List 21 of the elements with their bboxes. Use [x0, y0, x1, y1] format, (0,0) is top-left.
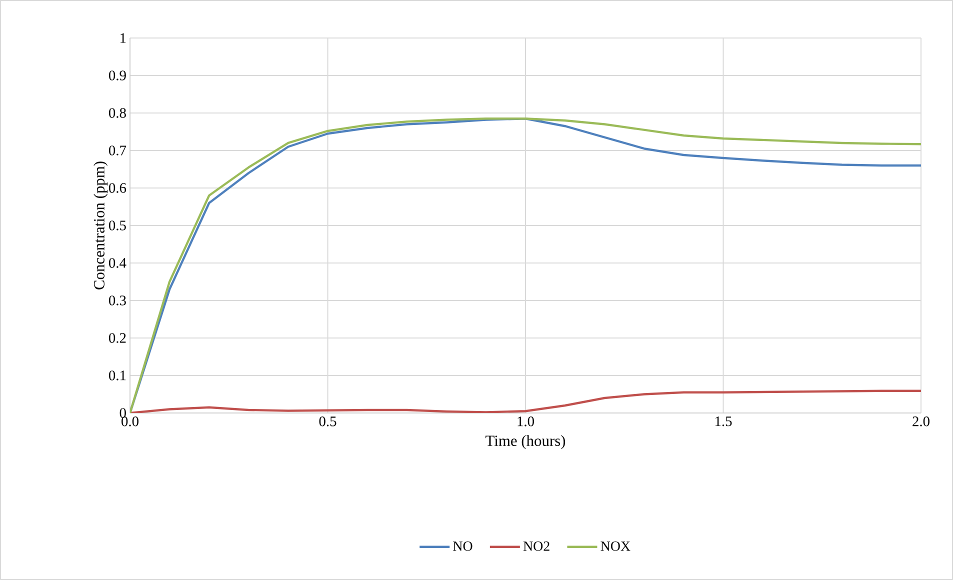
y-tick-label: 0.1: [108, 370, 126, 380]
x-tick-label: 0.5: [319, 416, 336, 426]
y-tick-label: 0.5: [108, 220, 126, 230]
x-tick-label: 1.0: [518, 416, 534, 426]
x-tick-label: 2.0: [912, 416, 930, 426]
y-tick-label: 0.2: [108, 333, 126, 343]
x-tick-label: 0.0: [122, 416, 138, 426]
y-tick-label: 1: [120, 33, 126, 43]
y-tick-label: 0.8: [108, 108, 126, 118]
y-tick-label: 0.9: [108, 70, 126, 80]
x-axis-title: Time (hours): [486, 435, 566, 450]
x-tick-label: 1.5: [715, 416, 732, 426]
y-tick-label: 0.4: [108, 258, 126, 268]
y-axis-title: Concentration (ppm): [94, 162, 108, 290]
y-tick-label: 0.7: [108, 146, 126, 156]
y-tick-label: 0.3: [108, 296, 126, 306]
legend-label: NOX: [600, 541, 630, 551]
legend-label: NO2: [523, 541, 550, 551]
y-tick-label: 0.6: [108, 183, 126, 193]
y-tick-label: 0: [120, 408, 126, 418]
legend-label: NO: [453, 541, 472, 551]
